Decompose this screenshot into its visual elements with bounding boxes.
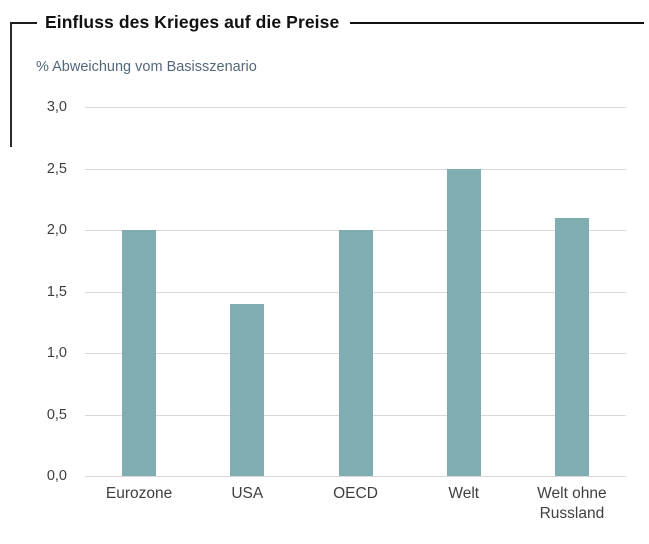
- y-tick-label: 0,5: [46, 406, 67, 423]
- y-tick-label: 3,0: [46, 99, 67, 115]
- y-tick-label: 2,0: [46, 222, 67, 238]
- bar: [554, 217, 589, 476]
- title-row: Einfluss des Krieges auf die Preise: [10, 12, 644, 33]
- gridline: [85, 168, 626, 170]
- bar: [446, 168, 481, 476]
- title-bracket-horizontal-line: [10, 21, 37, 24]
- chart-title: Einfluss des Krieges auf die Preise: [45, 12, 340, 32]
- y-tick-label: 0,0: [46, 468, 67, 484]
- gridline: [85, 476, 626, 477]
- x-axis-label: Welt ohne Russland: [537, 485, 607, 523]
- title-rule-line: [350, 21, 644, 24]
- y-tick-label: 2,5: [46, 160, 67, 177]
- x-axis-label: USA: [231, 485, 264, 502]
- gridline: [85, 107, 626, 108]
- bar: [122, 230, 157, 476]
- bar: [338, 230, 373, 476]
- bar-slot: [301, 107, 409, 476]
- y-tick-label: 1,5: [46, 283, 67, 300]
- bar-slot: [85, 107, 193, 476]
- y-axis-unit-label: % Abweichung vom Basisszenario: [36, 59, 257, 75]
- y-tick-label: 1,0: [46, 345, 67, 361]
- plot-area: [85, 107, 626, 476]
- bar-slot: [410, 107, 518, 476]
- bar: [230, 303, 265, 476]
- title-bracket-vertical-line: [10, 24, 12, 147]
- x-axis-label: OECD: [333, 485, 378, 502]
- bar-slot: [193, 107, 301, 476]
- x-axis-label: Welt: [448, 485, 480, 502]
- x-axis-labels: Eurozone USA OECD Welt Welt ohne Russland: [85, 484, 626, 525]
- bar-slot: [518, 107, 626, 476]
- x-axis-label: Eurozone: [105, 485, 173, 502]
